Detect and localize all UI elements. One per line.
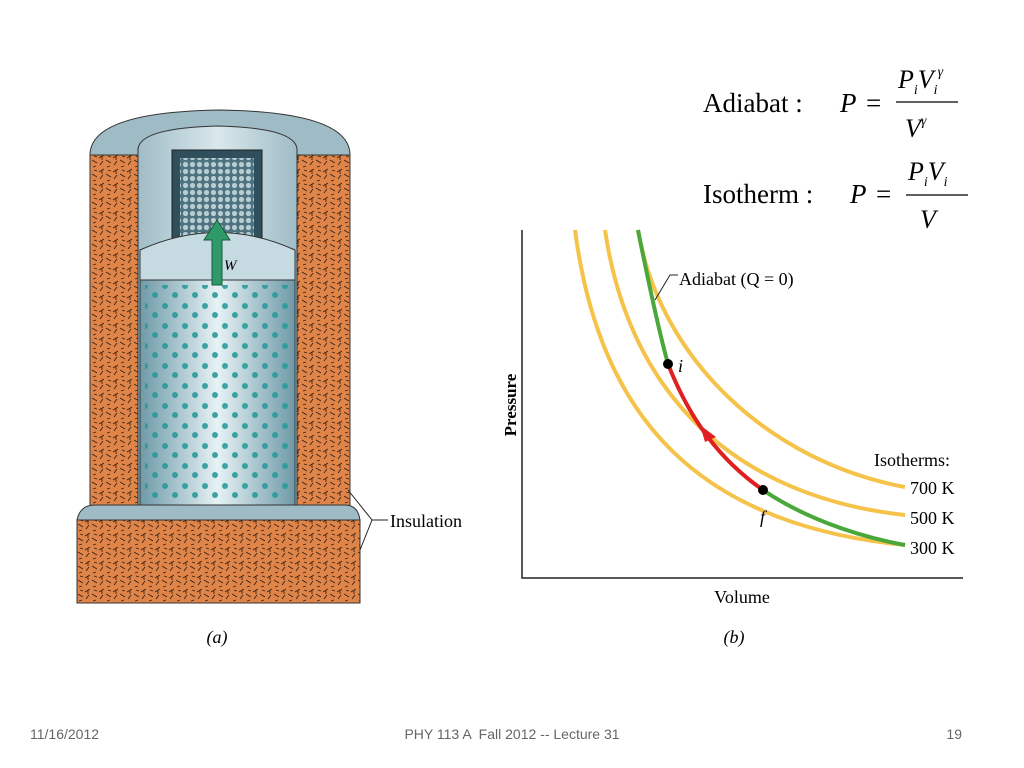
i-label: i [678,356,683,376]
sub: i [924,175,928,190]
isotherm-label: 500 K [910,508,955,528]
sym: V [905,114,924,143]
isotherms-title: Isotherms: [874,450,950,470]
sup: γ [938,65,944,80]
molecules [145,285,290,500]
adiabat-lower [761,488,906,547]
figure-b: i f Adiabat (Q = 0) Isotherms: 700 K 500… [501,229,963,648]
equations: Adiabat : P = PiViγ Vγ Isotherm : P = Pi… [703,65,968,234]
isotherm-700 [636,229,906,489]
sym: P [897,65,914,94]
insulation-pointer [347,489,388,551]
point-i [663,359,673,369]
isotherm-300 [573,229,906,547]
x-axis-label: Volume [714,587,770,607]
base-rim [76,504,361,521]
eq-sign: = [876,179,891,209]
footer-date: 11/16/2012 [30,726,99,742]
eq-den: V [920,205,939,234]
y-axis-label: Pressure [501,373,520,436]
figure-a: W Insulation (a) [76,109,462,648]
sub: i [944,175,948,190]
eq-lhs: P [849,179,867,209]
caption-b: (b) [724,627,745,648]
f-label: f [760,507,768,527]
work-label: W [224,258,238,274]
work-arrow [203,219,231,286]
footer-page: 19 [946,726,962,742]
axes [521,230,963,579]
eq-lhs: P [839,88,857,118]
caption-a: (a) [207,627,228,648]
adiabat-upper [636,229,670,365]
eq-num: PiViγ [897,65,944,98]
eq-sign: = [866,88,881,118]
sup: γ [921,114,927,129]
isotherm-label: 700 K [910,478,955,498]
base [76,519,361,604]
isotherm-label: 300 K [910,538,955,558]
adiabat-pointer [654,274,678,301]
footer: 11/16/2012 PHY 113 A Fall 2012 -- Lectur… [30,726,962,742]
eq-label: Isotherm : [703,179,813,209]
eq-label: Adiabat : [703,88,803,118]
eq-den: Vγ [905,114,927,143]
footer-course: PHY 113 A Fall 2012 -- Lecture 31 [404,726,619,742]
sub: i [934,83,938,98]
eq-num: PiVi [907,157,948,190]
adiabat-label: Adiabat (Q = 0) [679,269,794,290]
process-arrow [700,425,716,442]
sym: V [928,157,947,186]
point-f [758,485,768,495]
insulation-label: Insulation [390,511,462,531]
sym: V [918,65,937,94]
sym: P [907,157,924,186]
sub: i [914,83,918,98]
